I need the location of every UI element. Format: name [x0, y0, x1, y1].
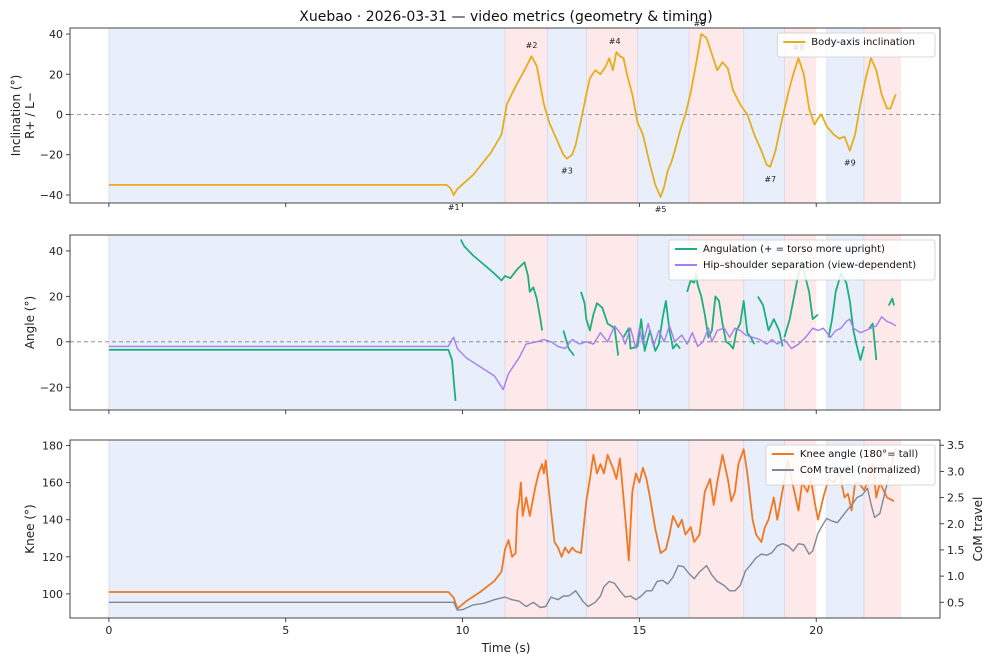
- y-tick-label: 20: [49, 68, 63, 81]
- y-axis-label: Inclination (°): [9, 75, 23, 157]
- panel-1: #1#2#3#4#5#6#7#8#9−40−2002040Inclination…: [9, 19, 941, 214]
- legend-label-1: Knee angle (180°= tall): [800, 449, 918, 460]
- series-line-1-seg-9: [827, 272, 865, 361]
- series-line-1-seg-4: [580, 291, 620, 356]
- series-line-1-seg-11: [887, 297, 895, 306]
- axes-frame: [69, 439, 941, 619]
- phase-band-5: [637, 440, 689, 618]
- y-tick-label: 0: [56, 108, 63, 121]
- y2-tick-label: 2.5: [947, 492, 965, 505]
- y2-tick-label: 3.5: [947, 439, 965, 452]
- y-axis-sublabel: R+ / L−: [23, 92, 37, 139]
- y2-tick-label: 1.5: [947, 544, 965, 557]
- phase-band-1: [108, 235, 505, 410]
- panel-2: −20 0 20 40 Angle (°) Angulation (+ = torso m…: [23, 234, 941, 414]
- panel-3: 0 5 10 15 20 100 120 140 160 180 0.5 1.0 1.5 2.0 2.5 3.…: [23, 439, 985, 637]
- x-tick-label: 10: [456, 624, 470, 637]
- x-tick-label: 0: [105, 624, 112, 637]
- annotation-5: #5: [655, 205, 667, 214]
- phase-band-7: [743, 28, 785, 203]
- annotation-3: #3: [561, 167, 573, 176]
- y-tick-label: 20: [49, 290, 63, 303]
- legend: Knee angle (180°= tall) CoM travel (norma…: [765, 444, 936, 486]
- y2-tick-label: 1.0: [947, 570, 965, 583]
- series-line-1-seg-3: [562, 330, 575, 357]
- phase-band-1: [108, 440, 505, 618]
- annotation-1: #1: [448, 203, 460, 212]
- x-axis-label: Time (s): [481, 641, 531, 655]
- series-line-1-seg-1: [108, 348, 457, 401]
- legend-box: [765, 444, 936, 486]
- phase-band-4: [586, 235, 638, 410]
- x-tick-label: 5: [282, 624, 289, 637]
- y-tick-label: 100: [42, 588, 63, 601]
- annotation-6: #6: [694, 19, 706, 28]
- y-tick-label: 180: [42, 440, 63, 453]
- series-line-1-seg-5: [622, 300, 681, 352]
- axes-frame: [69, 27, 941, 204]
- y-tick-label: −20: [40, 149, 63, 162]
- y2-axis-label: CoM travel: [971, 497, 985, 562]
- x-tick-label: 20: [809, 624, 823, 637]
- series-line-1-seg-2: [459, 239, 543, 331]
- phase-band-2: [505, 28, 548, 203]
- phase-band-3: [547, 28, 587, 203]
- y2-tick-label: 3.0: [947, 465, 965, 478]
- series-line-1-seg-10: [868, 322, 878, 361]
- phase-band-4: [586, 28, 638, 203]
- panels: #1#2#3#4#5#6#7#8#9−40−2002040Inclination…: [9, 19, 985, 637]
- series-line-1-seg-7: [757, 295, 784, 347]
- series-line-2: [108, 316, 897, 391]
- legend-box: [776, 32, 936, 58]
- legend-box: [668, 239, 936, 281]
- y-axis-label: Knee (°): [23, 504, 37, 553]
- legend-label-1: Body-axis inclination: [811, 37, 915, 48]
- phase-band-6: [688, 440, 744, 618]
- legend-label-2: Hip–shoulder separation (view-dependent): [703, 260, 916, 271]
- annotation-9: #9: [844, 159, 856, 168]
- series-line-1: [108, 33, 897, 198]
- y2-tick-label: 2.0: [947, 518, 965, 531]
- y-tick-label: −40: [40, 189, 63, 202]
- y-tick-label: 160: [42, 477, 63, 490]
- y-axis-label: Angle (°): [23, 296, 37, 349]
- series-line-2: [108, 447, 897, 611]
- phase-band-4: [586, 440, 638, 618]
- legend-label-2: CoM travel (normalized): [800, 465, 921, 476]
- y2-tick-label: 0.5: [947, 596, 965, 609]
- y-tick-label: 40: [49, 28, 63, 41]
- y-tick-label: −20: [40, 381, 63, 394]
- legend: Angulation (+ = torso more upright) Hip–s…: [668, 239, 936, 281]
- y-tick-label: 140: [42, 514, 63, 527]
- legend-label-1: Angulation (+ = torso more upright): [703, 244, 885, 255]
- phase-band-1: [108, 28, 505, 203]
- annotation-2: #2: [526, 41, 538, 50]
- y-tick-label: 0: [56, 336, 63, 349]
- figure-title: Xuebao · 2026-03-31 — video metrics (geo…: [299, 9, 713, 25]
- y-tick-label: 120: [42, 551, 63, 564]
- phase-band-3: [547, 235, 587, 410]
- phase-band-5: [637, 28, 689, 203]
- annotation-4: #4: [609, 37, 621, 46]
- x-tick-label: 15: [632, 624, 646, 637]
- legend: Body-axis inclination: [776, 32, 936, 58]
- y-tick-label: 40: [49, 245, 63, 258]
- series-line-1: [108, 448, 895, 610]
- axes-frame: [69, 234, 941, 411]
- annotation-7: #7: [764, 175, 776, 184]
